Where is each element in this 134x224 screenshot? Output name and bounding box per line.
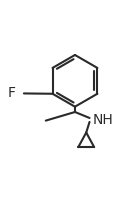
Text: F: F (8, 86, 16, 100)
Text: NH: NH (93, 113, 114, 127)
